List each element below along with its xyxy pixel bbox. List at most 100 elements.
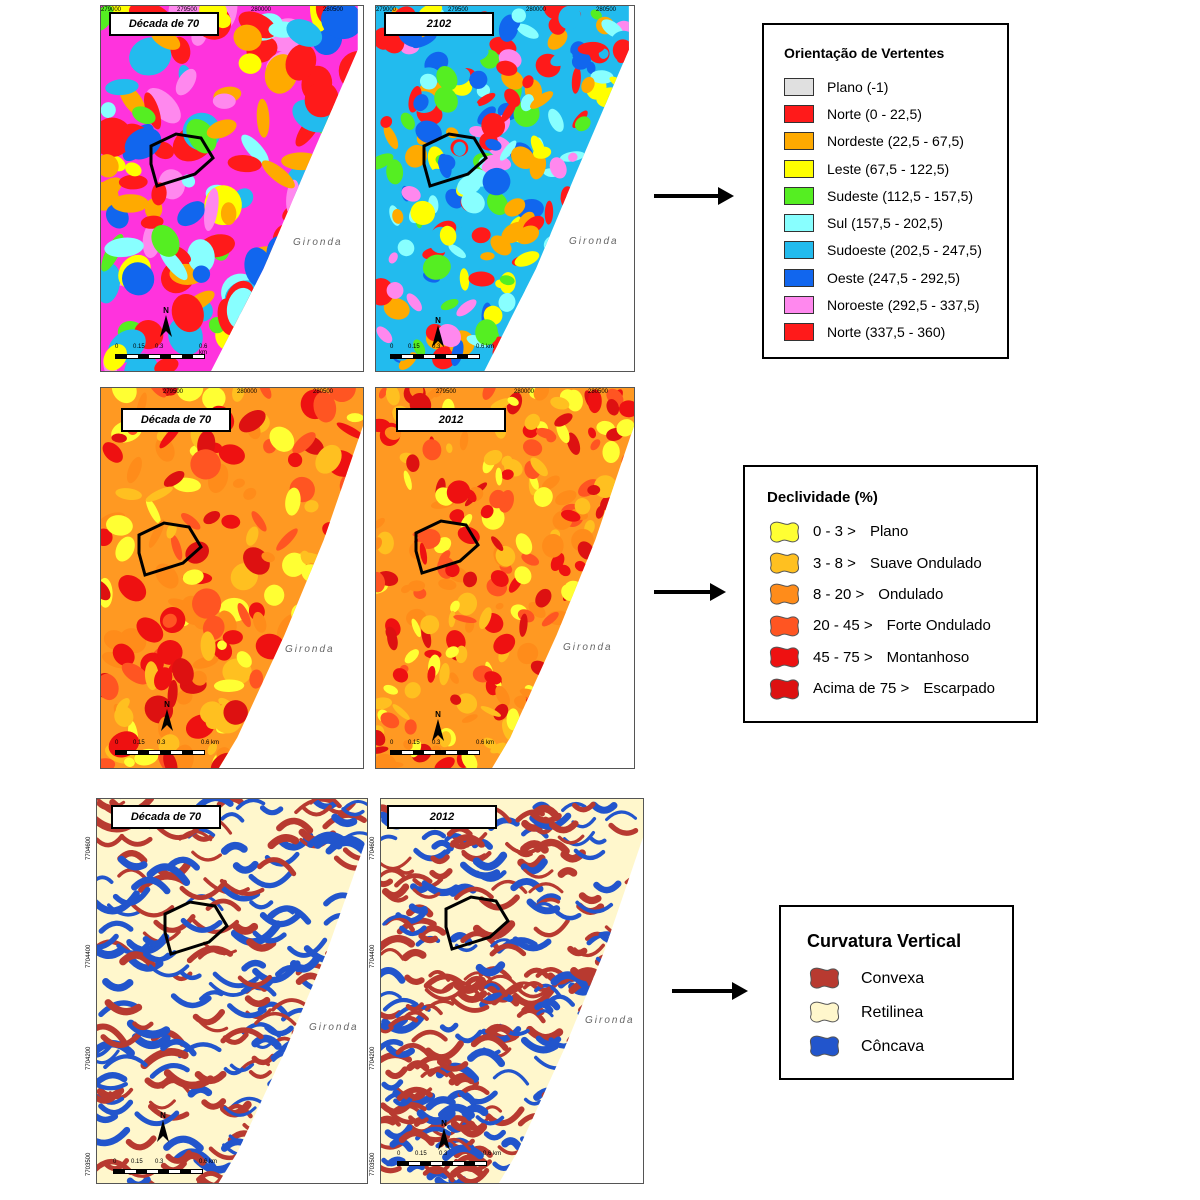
legend-range: Acima de 75 > <box>813 680 910 698</box>
place-label-gironda: Gironda <box>585 1015 635 1026</box>
legend-swatch-icon <box>809 1035 840 1057</box>
legend-item: 3 - 8 > Suave Ondulado <box>767 547 1036 578</box>
slope-map-raster <box>376 388 634 768</box>
legend-swatch-icon <box>769 584 800 605</box>
legend-item: Sudoeste (202,5 - 247,5) <box>784 237 1007 264</box>
map-aspect-2102: 2102 279000 279500 280000 280500 7704600… <box>375 5 635 372</box>
coord-label: 7703500 <box>370 1152 376 1176</box>
legend-item: Retilinea <box>807 996 1012 1030</box>
legend-range: 3 - 8 > <box>813 554 856 572</box>
legend-class: Forte Ondulado <box>886 617 991 635</box>
legend-items: Plano (-1) Norte (0 - 22,5) Nordeste (22,5… <box>784 73 1007 346</box>
legend-swatch-icon <box>809 967 840 989</box>
legend-title: Curvatura Vertical <box>807 931 962 951</box>
aspect-map-raster <box>101 6 358 371</box>
legend-swatch <box>784 77 814 96</box>
legend-label: Noroeste (292,5 - 337,5) <box>827 297 980 314</box>
legend-swatch <box>784 323 814 342</box>
legend-item: Sul (157,5 - 202,5) <box>784 209 1007 236</box>
legend-item: Nordeste (22,5 - 67,5) <box>784 128 1007 155</box>
coord-label: 7704400 <box>86 944 92 968</box>
legend-label: Convexa <box>861 970 925 987</box>
legend-swatch <box>784 268 814 287</box>
legend-range: 0 - 3 > <box>813 523 856 541</box>
map-aspect-decada-70: Década de 70 279000 279500 280000 280500… <box>100 5 364 372</box>
north-arrow-icon: N <box>156 1111 170 1142</box>
legend-item: 45 - 75 > Montanhoso <box>767 642 1036 673</box>
legend-swatch <box>784 104 814 123</box>
legend-items: 0 - 3 > Plano 3 - 8 > Suave Ondulado 8 - 20 … <box>767 516 1036 704</box>
legend-swatch <box>784 159 814 178</box>
coord-label: 279000 <box>101 7 122 13</box>
legend-title: Declividade (%) <box>767 489 878 506</box>
legend-swatch <box>784 186 814 205</box>
coord-label: 7704200 <box>86 1046 92 1070</box>
map-title: 2102 <box>384 12 494 36</box>
coord-label: 280500 <box>323 7 344 13</box>
coord-label: 280000 <box>237 389 258 395</box>
study-area-outline <box>444 895 510 951</box>
arrow-right-icon <box>654 187 734 205</box>
legend-item: Noroeste (292,5 - 337,5) <box>784 291 1007 318</box>
legend-curvature: Curvatura Vertical Convexa Retilinea Cônca… <box>779 905 1014 1080</box>
legend-class: Montanhoso <box>886 648 970 666</box>
coord-label: 7704600 <box>86 836 92 860</box>
place-label-gironda: Gironda <box>309 1022 359 1033</box>
map-curvature-decada-70: Década de 70 279000 279500 280000 280500… <box>96 798 368 1184</box>
legend-swatch <box>784 132 814 151</box>
legend-item: 8 - 20 > Ondulado <box>767 579 1036 610</box>
legend-range: 45 - 75 > <box>813 648 873 666</box>
legend-swatch-icon <box>769 646 800 668</box>
legend-range: 20 - 45 > <box>813 617 873 635</box>
coord-label: 7704600 <box>370 836 376 860</box>
map-title: 2012 <box>387 805 497 829</box>
place-label-gironda: Gironda <box>293 237 343 248</box>
curvature-map-raster <box>97 799 367 1183</box>
legend-aspect: Orientação de Vertentes Plano (-1) Norte … <box>762 23 1009 359</box>
coord-label: 279500 <box>436 389 457 395</box>
curvature-map-raster <box>381 799 643 1183</box>
legend-item: Leste (67,5 - 122,5) <box>784 155 1007 182</box>
legend-label: Norte (0 - 22,5) <box>827 105 922 122</box>
map-slope-2012: 2012 279500 280000 280500 7704600 770440… <box>375 387 635 769</box>
legend-class: Ondulado <box>878 585 944 603</box>
legend-class: Plano <box>869 523 909 541</box>
legend-swatch <box>784 296 814 315</box>
coord-label: 280500 <box>588 389 609 395</box>
coord-label: 280500 <box>596 7 617 13</box>
legend-swatch-icon <box>769 615 800 637</box>
coord-label: 280000 <box>251 7 272 13</box>
place-label-gironda: Gironda <box>569 236 619 247</box>
legend-class: Escarpado <box>923 680 996 698</box>
study-area-outline <box>137 521 203 577</box>
coord-label: 7704400 <box>370 944 376 968</box>
coord-label: 279000 <box>376 7 397 13</box>
legend-title: Orientação de Vertentes <box>784 45 945 61</box>
legend-item: Norte (337,5 - 360) <box>784 319 1007 346</box>
legend-label: Plano (-1) <box>827 78 889 95</box>
coord-label: 280000 <box>526 7 547 13</box>
study-area-outline <box>414 519 480 575</box>
legend-item: 20 - 45 > Forte Ondulado <box>767 610 1036 641</box>
north-arrow-icon: N <box>159 306 173 337</box>
map-title: Década de 70 <box>111 805 221 829</box>
legend-item: Convexa <box>807 962 1012 996</box>
legend-label: Sudoeste (202,5 - 247,5) <box>827 242 982 259</box>
legend-range: 8 - 20 > <box>813 585 865 603</box>
legend-label: Côncava <box>861 1038 925 1055</box>
legend-class: Suave Ondulado <box>869 554 982 572</box>
legend-item: Acima de 75 > Escarpado <box>767 673 1036 704</box>
legend-slope: Declividade (%) 0 - 3 > Plano 3 - 8 > Suave… <box>743 465 1038 723</box>
coord-label: 279500 <box>448 7 469 13</box>
map-title: 2012 <box>396 408 506 432</box>
legend-label: Leste (67,5 - 122,5) <box>827 160 950 177</box>
legend-label: Sudeste (112,5 - 157,5) <box>827 187 974 204</box>
north-arrow-icon: N <box>160 700 174 731</box>
legend-label: Sul (157,5 - 202,5) <box>827 215 943 232</box>
coord-label: 280000 <box>514 389 535 395</box>
legend-swatch <box>784 241 814 260</box>
coord-label: 7704200 <box>370 1046 376 1070</box>
north-arrow-icon: N <box>431 316 445 347</box>
slope-map-raster <box>101 388 363 768</box>
legend-item: Plano (-1) <box>784 73 1007 100</box>
